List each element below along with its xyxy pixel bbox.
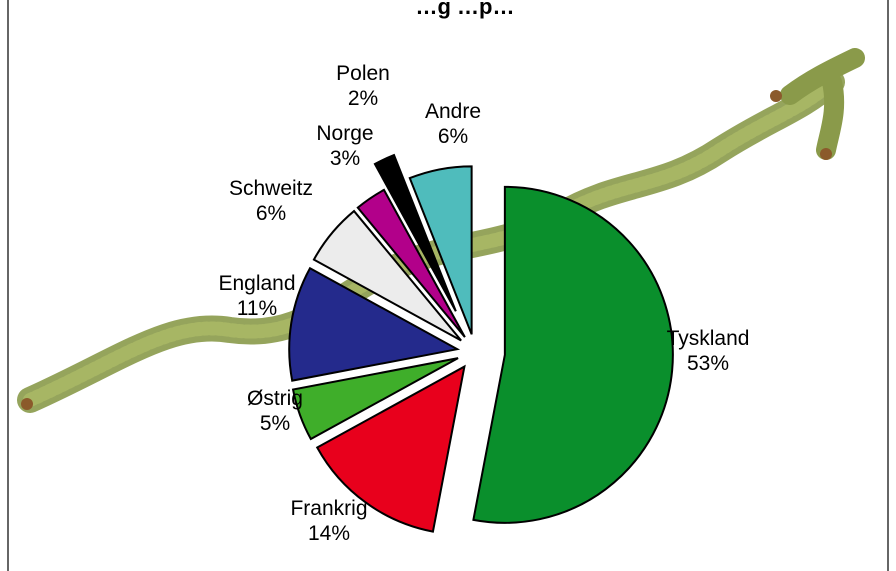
pie-labels: Tyskland 53% Frankrig 14% Østrig 5% England 11%… [218,62,749,545]
chart-title: …g …p… [416,0,515,19]
slice-label-frankrig: Frankrig 14% [290,497,367,545]
slice-label-england: England 11% [218,272,295,320]
pie-slice-frankrig [315,364,466,533]
slice-label-østrig: Østrig 5% [247,387,303,435]
slice-label-andre: Andre 6% [425,100,481,148]
pie-slices [288,153,674,533]
pie-slice-andre [408,165,473,335]
pie-slice-schweitz [312,209,462,342]
pie-slice-england [288,266,461,382]
slice-label-norge: Norge 3% [316,122,373,170]
slice-label-schweitz: Schweitz 6% [229,177,313,225]
slice-label-tyskland: Tyskland 53% [667,327,750,375]
pie-slice-polen [373,153,457,312]
pie-slice-østrig [291,357,459,441]
slice-label-polen: Polen 2% [336,62,390,110]
pie-slice-norge [356,188,466,338]
pie-slice-tyskland [472,185,674,524]
